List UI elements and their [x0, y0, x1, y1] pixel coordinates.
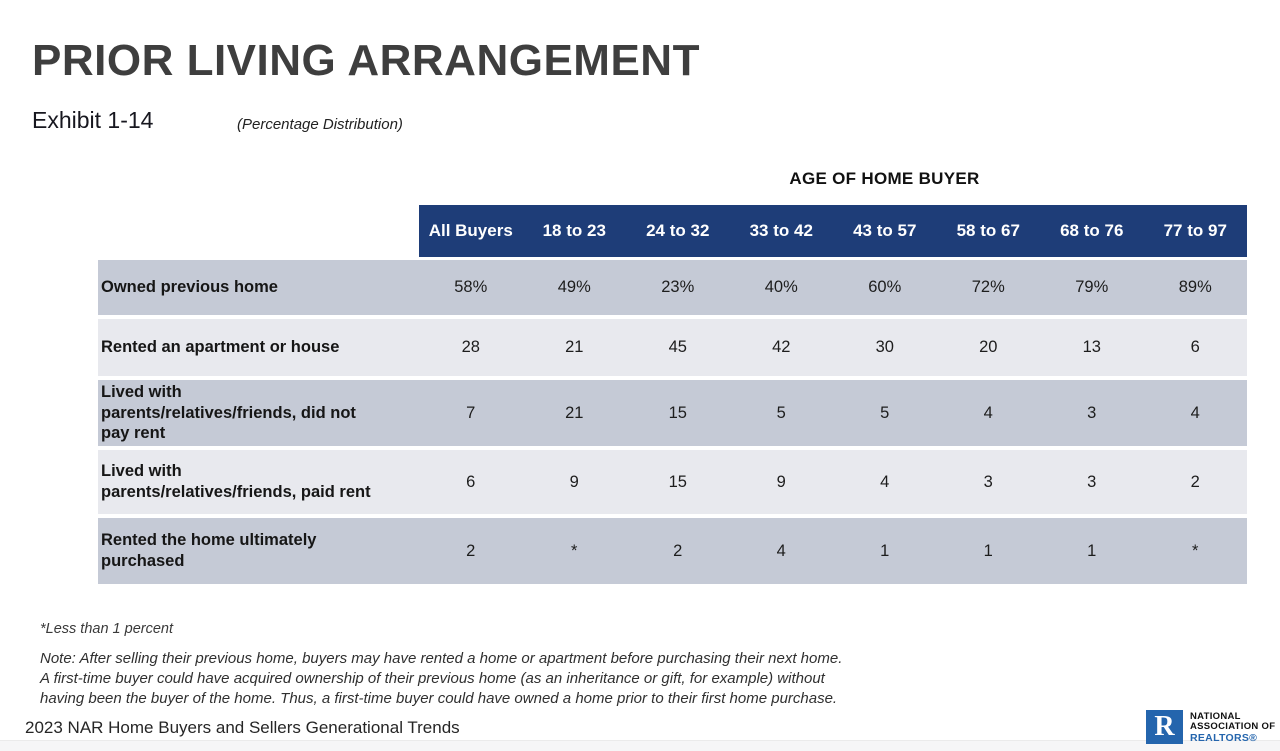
footnote-note: Note: After selling their previous home,…: [40, 650, 843, 707]
row-label: Rented an apartment or house: [101, 338, 340, 357]
table-cell: 72%: [971, 278, 1005, 296]
table-cell: 3: [1087, 472, 1097, 491]
table-cell: 6: [466, 472, 476, 491]
table-cell: 3: [983, 472, 993, 491]
logo-line2: ASSOCIATION OF: [1190, 721, 1276, 732]
table-row: Rented an apartment or house 28 21 45 42 30 20…: [98, 319, 1247, 376]
table-cell: 2: [1190, 472, 1200, 491]
table-row: Rented the home ultimately purchased 2 * 2 4…: [98, 518, 1247, 584]
footnote-asterisk: *Less than 1 percent: [40, 621, 174, 637]
table-cell: 42: [772, 338, 791, 356]
table-cell: 58%: [454, 278, 488, 296]
nar-logo: R NATIONAL ASSOCIATION OF REALTORS®: [1146, 710, 1275, 744]
row-label: Rented the home ultimately purchased: [101, 531, 317, 570]
column-header-58-to-67: 58 to 67: [956, 221, 1020, 240]
row-label: Lived with parents/relatives/friends, di…: [101, 383, 356, 443]
nar-logo-text: NATIONAL ASSOCIATION OF REALTORS®: [1190, 710, 1275, 744]
table-cell: 2: [466, 541, 476, 560]
source-line: 2023 NAR Home Buyers and Sellers Generat…: [25, 718, 460, 737]
table-cell: 5: [880, 403, 890, 422]
column-header-33-to-42: 33 to 42: [749, 221, 813, 240]
table-cell: 4: [776, 541, 786, 560]
row-label: Owned previous home: [101, 278, 278, 297]
table-cell: 28: [461, 338, 480, 356]
column-header-24-to-32: 24 to 32: [646, 221, 710, 240]
table-cell: 30: [875, 338, 894, 356]
table-cell: 2: [673, 541, 683, 560]
table-cell: 21: [565, 403, 584, 422]
table-cell: 15: [668, 472, 687, 491]
table-row: Owned previous home 58% 49% 23% 40% 60% 72% 79%…: [98, 260, 1247, 315]
table-cell: 9: [776, 472, 786, 491]
age-group-header: AGE OF HOME BUYER: [789, 169, 980, 188]
table-header-row: All Buyers 18 to 23 24 to 32 33 to 42 43 to …: [419, 205, 1247, 257]
nar-logo-icon: R: [1146, 710, 1183, 744]
table-cell: 21: [565, 338, 584, 356]
table-cell: 5: [776, 403, 786, 422]
table-cell: 15: [668, 403, 687, 422]
exhibit-subtitle: (Percentage Distribution): [237, 116, 403, 133]
table-row: Lived with parents/relatives/friends, pa…: [98, 450, 1247, 514]
table-cell: 1: [983, 541, 993, 560]
table-cell: 6: [1190, 338, 1200, 356]
table-cell: 4: [983, 403, 993, 422]
column-header-43-to-57: 43 to 57: [853, 221, 917, 240]
table-cell: 4: [1190, 403, 1200, 422]
column-header-18-to-23: 18 to 23: [542, 221, 606, 240]
table-cell: 1: [880, 541, 890, 560]
table-cell: *: [1192, 541, 1199, 560]
table-row: Lived with parents/relatives/friends, di…: [98, 380, 1247, 446]
column-header-all-buyers: All Buyers: [428, 221, 513, 240]
column-header-77-to-97: 77 to 97: [1163, 221, 1227, 240]
bottom-edge-strip: [0, 740, 1280, 751]
table-cell: 7: [466, 403, 476, 422]
table-cell: 23%: [661, 278, 695, 296]
table-cell: 4: [880, 472, 890, 491]
column-header-68-to-76: 68 to 76: [1060, 221, 1124, 240]
table-cell: 20: [979, 338, 998, 356]
page-title: PRIOR LIVING ARRANGEMENT: [32, 36, 700, 85]
table-cell: *: [571, 541, 578, 560]
logo-line3: REALTORS®: [1190, 732, 1258, 744]
exhibit-label: Exhibit 1-14: [32, 107, 154, 133]
table-cell: 13: [1082, 338, 1101, 356]
table-cell: 79%: [1075, 278, 1109, 296]
table-cell: 40%: [764, 278, 798, 296]
table-cell: 49%: [557, 278, 591, 296]
table-body: Owned previous home 58% 49% 23% 40% 60% 72% 79%…: [98, 260, 1247, 584]
table-cell: 9: [569, 472, 579, 491]
nar-logo-letter: R: [1154, 711, 1175, 742]
table-cell: 89%: [1178, 278, 1212, 296]
data-table: All Buyers 18 to 23 24 to 32 33 to 42 43 to …: [98, 205, 1247, 588]
table-cell: 3: [1087, 403, 1097, 422]
table-cell: 1: [1087, 541, 1097, 560]
row-label: Lived with parents/relatives/friends, pa…: [101, 462, 371, 501]
table-cell: 45: [668, 338, 687, 356]
table-cell: 60%: [868, 278, 902, 296]
logo-line1: NATIONAL: [1190, 711, 1241, 722]
